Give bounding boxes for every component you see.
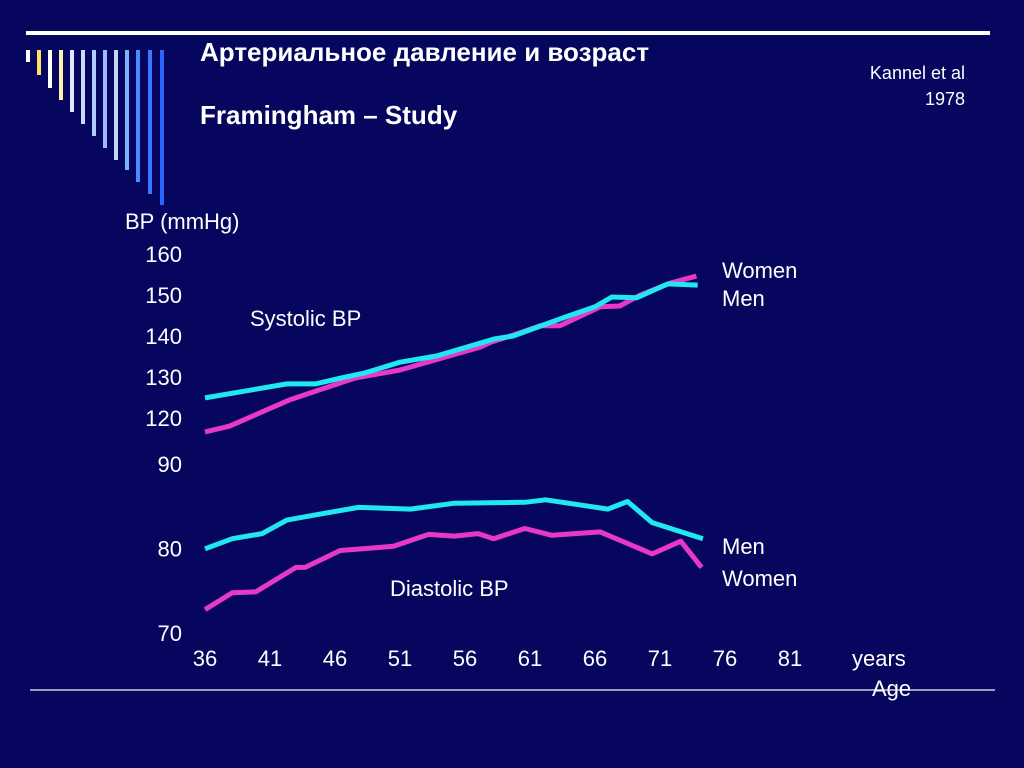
x-tick-label: 51 <box>388 646 412 671</box>
legend-label: Women <box>722 566 797 591</box>
legend-label: Men <box>722 286 765 311</box>
y-tick-label: 130 <box>145 365 182 390</box>
y-tick-label: 150 <box>145 283 182 308</box>
x-tick-label: 71 <box>648 646 672 671</box>
y-axis-label: BP (mmHg) <box>125 209 240 234</box>
source: 1978 <box>925 89 965 109</box>
source: Kannel et al <box>870 63 965 83</box>
legend-label: Women <box>722 258 797 283</box>
y-tick-label: 140 <box>145 324 182 349</box>
line <box>204 497 704 552</box>
y-tick-label: 160 <box>145 242 182 267</box>
subtitle: Framingham – Study <box>200 100 458 130</box>
y-tick-label: 120 <box>145 406 182 431</box>
chart-annotation: Systolic BP <box>250 306 361 331</box>
x-axis-label: years <box>852 646 906 671</box>
chart-annotation: Diastolic BP <box>390 576 509 601</box>
y-tick-label: 70 <box>158 621 182 646</box>
x-tick-label: 66 <box>583 646 607 671</box>
x-tick-label: 81 <box>778 646 802 671</box>
x-axis-title: Age <box>872 676 911 701</box>
title: Артериальное давление и возраст <box>200 37 649 67</box>
decoration <box>26 31 995 691</box>
legend-label: Men <box>722 534 765 559</box>
x-tick-label: 41 <box>258 646 282 671</box>
x-tick-label: 36 <box>193 646 217 671</box>
x-tick-label: 56 <box>453 646 477 671</box>
x-tick-label: 61 <box>518 646 542 671</box>
y-tick-label: 90 <box>158 452 182 477</box>
y-tick-label: 80 <box>158 536 182 561</box>
line <box>204 281 698 401</box>
line <box>203 526 704 612</box>
x-tick-label: 46 <box>323 646 347 671</box>
x-tick-label: 76 <box>713 646 737 671</box>
